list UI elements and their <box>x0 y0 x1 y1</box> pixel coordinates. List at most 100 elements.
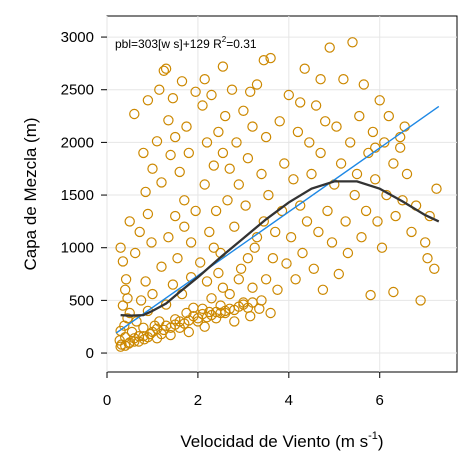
data-point <box>340 216 351 227</box>
data-point <box>226 84 238 95</box>
data-point <box>151 136 163 147</box>
data-point <box>138 322 149 333</box>
data-point <box>270 226 281 238</box>
annotation-superscript: 2 <box>222 35 227 44</box>
data-point <box>281 258 292 269</box>
data-point <box>206 293 217 304</box>
data-point <box>233 274 244 285</box>
data-point <box>174 166 185 178</box>
annotation-value: =0.31 <box>226 37 257 51</box>
smooth-curve <box>120 180 440 317</box>
data-point <box>345 137 356 148</box>
data-point <box>401 168 413 180</box>
data-point <box>206 89 217 101</box>
data-point <box>267 253 279 264</box>
data-point <box>374 95 385 106</box>
data-point <box>197 100 208 111</box>
data-point <box>420 237 431 248</box>
data-point <box>397 195 408 206</box>
data-point <box>160 63 172 74</box>
data-point <box>115 242 126 253</box>
data-point <box>154 84 165 95</box>
data-point <box>279 158 290 169</box>
data-point <box>129 108 140 120</box>
data-point <box>335 158 347 169</box>
data-point <box>117 256 129 267</box>
data-point <box>395 142 406 153</box>
data-point <box>183 147 194 159</box>
data-point <box>163 115 174 126</box>
data-point <box>199 321 210 332</box>
data-point <box>204 226 215 238</box>
x-axis-label-superscript: -1 <box>368 430 378 442</box>
data-point <box>258 55 269 66</box>
data-point <box>376 242 388 253</box>
annotation-text: pbl=303[w s]+129 R <box>115 37 222 51</box>
data-point <box>379 137 390 148</box>
data-point <box>122 293 133 304</box>
data-point <box>183 326 194 338</box>
data-point <box>349 189 360 201</box>
data-point <box>251 79 263 90</box>
data-point <box>295 200 306 211</box>
data-point <box>140 276 151 287</box>
data-point <box>199 179 210 190</box>
data-point <box>140 186 151 198</box>
annotation: pbl=303[w s]+129 R2=0.31 <box>115 35 257 51</box>
data-point <box>147 163 158 174</box>
data-point <box>304 137 315 148</box>
data-point <box>360 205 372 217</box>
data-point <box>146 237 157 248</box>
data-point <box>297 247 308 259</box>
data-point <box>169 131 181 143</box>
data-point <box>370 174 381 185</box>
data-point <box>351 168 363 180</box>
data-point <box>120 274 132 285</box>
data-point <box>204 306 215 318</box>
data-point <box>429 263 440 274</box>
data-point <box>142 208 154 220</box>
x-tick-label: 0 <box>103 392 111 409</box>
data-point <box>219 110 231 122</box>
data-point <box>160 299 172 310</box>
data-point <box>285 231 297 243</box>
data-point <box>217 147 229 159</box>
y-axis-ticks: 0 500 1000 1500 2000 2500 3000 <box>61 29 107 362</box>
data-point <box>333 268 344 280</box>
data-point <box>290 274 301 285</box>
data-point <box>138 147 149 159</box>
data-point <box>310 100 322 111</box>
data-point <box>260 274 272 285</box>
data-point <box>156 261 167 272</box>
data-point <box>260 131 272 143</box>
data-point <box>242 152 254 164</box>
data-point <box>142 95 154 106</box>
data-point <box>213 126 224 138</box>
data-point <box>215 307 226 319</box>
y-tick-label: 2500 <box>61 82 94 99</box>
data-point <box>135 295 147 306</box>
data-point <box>283 89 294 101</box>
data-point <box>134 226 145 238</box>
data-point <box>190 86 201 98</box>
data-point <box>247 297 258 308</box>
data-point <box>406 226 417 238</box>
data-point <box>129 247 141 259</box>
data-point <box>240 200 251 211</box>
data-point <box>390 210 401 222</box>
data-point <box>244 86 256 98</box>
data-point <box>383 110 394 122</box>
data-point <box>201 137 213 148</box>
data-point <box>208 160 219 171</box>
data-point <box>315 73 326 85</box>
data-point <box>199 73 210 85</box>
data-point <box>197 303 208 314</box>
data-point <box>274 116 285 127</box>
data-point <box>242 253 254 264</box>
y-axis-label: Capa de Mezcla (m) <box>21 117 40 270</box>
data-point <box>295 97 306 108</box>
data-point <box>299 63 310 74</box>
data-point <box>181 121 192 132</box>
data-point <box>338 73 349 85</box>
data-point <box>138 331 149 342</box>
